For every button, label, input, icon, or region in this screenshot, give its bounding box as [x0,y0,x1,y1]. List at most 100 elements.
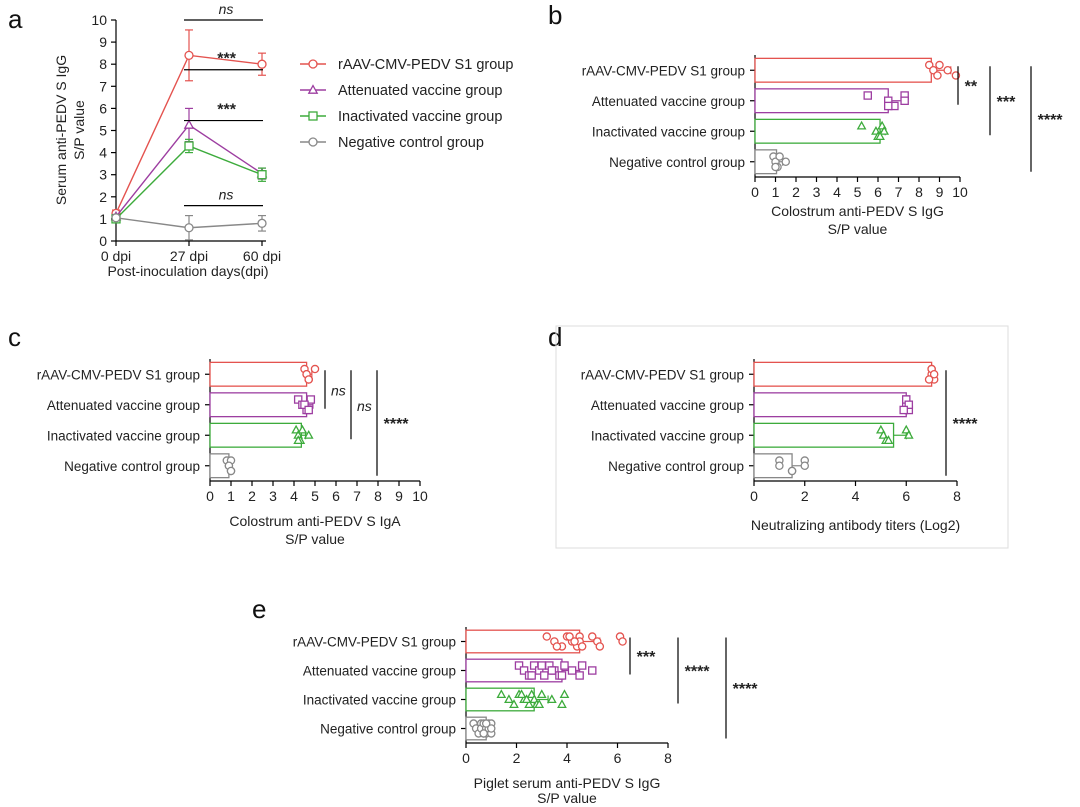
panel-b-category-label: Attenuated vaccine group [592,94,745,109]
panel-a-data-point [184,50,194,61]
panel-b-bar [754,57,932,83]
panel-a-y-label-line2: S/P value [71,100,87,160]
panel-a-line-chart: 0 1 2 3 4 5 6 7 8 9 10 0 dpi 27 dpi 60 dpiPost-inocul… [53,1,513,279]
legend-marker [308,137,318,147]
panel-b-x-tick-label: 5 [854,184,862,200]
panel-e-data-point [557,699,567,709]
panel-letter-b: b [548,0,562,30]
panel-b-category-label: Inactivated vaccine group [592,124,745,139]
panel-a-y-tick-label: 10 [91,12,107,28]
panel-e-data-point [595,642,605,651]
panel-a-y-tick-label: 1 [99,211,107,227]
panel-e-x-tick-label: 8 [664,750,672,766]
panel-d-bar [753,392,907,418]
panel-a-y-tick-label: 2 [99,189,107,205]
panel-b-data-point [879,125,890,135]
panel-c-significance-label: ns [331,383,346,399]
panel-c-x-tick-label: 5 [311,488,319,504]
panel-e-significance-label: *** [636,649,655,666]
panel-d-x-tick-label: 0 [750,488,758,504]
panel-c-x-tick-label: 3 [269,488,277,504]
panel-e-data-point [516,689,527,699]
panel-a-y-tick-label: 4 [99,145,107,161]
panel-d-data-point [883,435,894,445]
panel-e-x-label-line2: S/P value [537,790,597,806]
legend-marker [308,111,318,121]
panel-d-x-tick-label: 2 [801,488,809,504]
panel-e-data-point [540,671,549,680]
panel-a-significance-label: ns [219,187,234,203]
panel-d-x-tick-label: 6 [902,488,910,504]
panel-c-data-point [293,435,304,445]
panel-d-significance-label: **** [952,416,978,433]
legend-label: Attenuated vaccine group [338,83,502,99]
panel-b-significance-label: *** [996,94,1015,111]
panel-e-data-point [559,689,570,699]
panel-b-x-tick-label: 3 [813,184,821,200]
panel-c-x-tick-label: 9 [395,488,403,504]
panel-d-bar [753,361,933,387]
panel-b-significance-label: ** [964,79,977,96]
panel-d-data-point [929,369,939,379]
panel-a-y-tick-label: 9 [99,34,107,50]
panel-e-category-label: Negative control group [320,722,456,737]
panel-d-x-tick-label: 4 [852,488,860,504]
panel-e-data-point [536,689,547,699]
panel-e-x-tick-label: 0 [462,750,470,766]
panel-c-category-label: rAAV-CMV-PEDV S1 group [37,367,200,382]
panel-c-category-label: Inactivated vaccine group [47,428,200,443]
panel-a-y-tick-label: 8 [99,56,107,72]
panel-b-x-tick-label: 4 [833,184,841,200]
panel-b-x-tick-label: 7 [895,184,903,200]
panel-c-significance-label: **** [383,416,409,433]
panel-b-significance-label: **** [1037,112,1063,129]
panel-b-data-point [875,131,885,141]
panel-e-data-point [588,666,597,675]
panel-e-data-point [519,666,529,675]
panel-e-data-point [486,724,496,733]
panel-b-data-point [933,71,942,80]
panel-e-data-point [560,661,569,670]
panel-d-bar [753,422,895,448]
panel-a-x-tick-label: 60 dpi [243,248,281,264]
panel-c-data-point [306,395,316,404]
panel-b-data-point [781,157,791,166]
panel-a-y-label-line1: Serum anti-PEDV S IgG [53,55,69,205]
panel-e-data-point [618,637,627,646]
panel-d-category-label: rAAV-CMV-PEDV S1 group [581,367,744,382]
panel-d-data-point [899,405,908,415]
panel-e-significance-label: **** [732,681,758,698]
panel-a-x-label: Post-inoculation days(dpi) [107,263,268,279]
panel-b-x-tick-label: 1 [772,184,780,200]
panel-d-bar-chart: 0 2 4 6 8 Neutralizing antibody titers (Log2)… [581,359,978,533]
panel-e-data-point [570,637,579,646]
panel-b-data-point [884,101,893,111]
panel-c-x-tick-label: 7 [353,488,361,504]
panel-b-x-tick-label: 8 [915,184,923,200]
panel-a-data-point [184,141,194,151]
panel-d-data-point [787,466,797,476]
panel-letter-e: e [252,594,266,624]
legend-label: Negative control group [338,135,484,151]
panel-c-data-point [297,424,308,434]
panel-b-data-point [943,66,952,75]
panel-e-data-point [577,642,587,651]
panel-a-x-tick-label: 27 dpi [170,248,208,264]
panel-c-x-label-line1: Colostrum anti-PEDV S IgA [229,513,401,529]
panel-letter-c: c [8,322,21,352]
panel-e-data-point [552,642,562,651]
panel-e-category-label: rAAV-CMV-PEDV S1 group [293,635,456,650]
panel-e-data-point [542,632,552,641]
panel-d-data-point [800,461,810,470]
panel-b-x-tick-label: 9 [936,184,944,200]
panel-c-data-point [310,364,320,374]
panel-b-category-label: Negative control group [609,155,745,170]
panel-b-x-tick-label: 2 [792,184,800,200]
panel-a-significance-label: *** [217,102,236,119]
panel-c-x-tick-label: 4 [290,488,298,504]
panel-e-data-point [565,632,574,641]
panel-e-data-point [546,694,557,704]
panel-c-bar [209,392,308,418]
panel-a-data-point [183,119,195,129]
